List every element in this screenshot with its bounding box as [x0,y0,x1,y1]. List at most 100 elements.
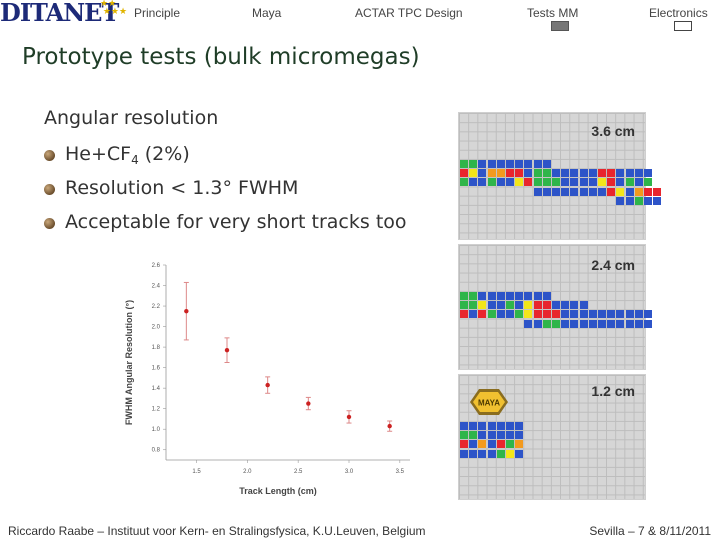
pad-cell [579,187,588,196]
pad-cell [552,169,560,178]
pad-cell [506,292,514,300]
panel-label: 3.6 cm [591,123,635,139]
pad-cell [478,169,487,178]
pad-cell [506,301,514,310]
pad-cell [506,169,514,178]
pad-cell [506,178,514,187]
track-panel-2: 2.4 cm [458,244,652,370]
footer-date: Sevilla – 7 & 8/11/2011 [589,524,711,538]
nav-item-actar-tpc-design[interactable]: ACTAR TPC Design [355,6,463,20]
pad-cell [460,292,468,300]
pad-cell [616,169,625,178]
pad-cell [469,292,478,300]
pad-cell [644,178,652,187]
y-tick-label: 2.0 [152,325,161,331]
pad-cell [487,422,496,430]
pad-cell [487,292,496,300]
pad-cell [634,310,643,319]
pad-cell [542,292,551,300]
pad-cell [579,169,588,178]
pad-cell [634,178,643,187]
pad-cell [487,160,496,168]
pad-cell [533,169,542,178]
pad-cell [533,160,542,168]
bullet-icon [44,150,55,161]
pad-cell [542,160,551,168]
pad-cell [496,440,505,449]
nav-marker-active-icon[interactable] [551,21,569,31]
pad-cell [533,292,542,300]
pad-cell [478,178,487,187]
pad-cell [570,187,579,196]
x-tick-label: 3.0 [345,469,354,475]
nav-marker-icon[interactable] [674,21,692,31]
bullet-text: Acceptable for very short tracks too [65,211,407,233]
panel-label: 1.2 cm [591,383,635,399]
pad-cell [496,292,505,300]
pad-cell [579,301,588,310]
y-tick-label: 1.4 [152,386,161,392]
pad-cell [561,310,570,319]
pad-cell [506,422,514,430]
pad-cell [515,431,524,440]
bullet-icon [44,218,55,229]
pad-cell [616,196,625,205]
pad-cell [570,301,579,310]
x-tick-label: 2.0 [243,469,252,475]
pad-cell [478,422,487,430]
data-point [387,423,392,429]
data-point [224,347,230,353]
y-tick-label: 0.8 [152,448,161,454]
logo-text: DITANET [0,0,119,27]
pad-cell [552,310,560,319]
pad-cell [506,310,514,319]
nav-item-maya[interactable]: Maya [252,6,282,20]
pad-cell [515,301,524,310]
pad-cell [570,310,579,319]
nav-item-principle[interactable]: Principle [134,6,181,20]
nav-item-electronics[interactable]: Electronics [649,6,708,20]
pad-cell [469,178,478,187]
pad-cell [552,301,560,310]
pad-cell [496,431,505,440]
pad-cell [653,196,662,205]
pad-cell [588,169,597,178]
pad-cell [506,449,514,458]
pad-cell [478,440,487,449]
y-tick-label: 2.4 [152,284,161,290]
pad-grid [459,245,652,369]
slide-title: Prototype tests (bulk micromegas) [22,44,420,70]
pad-cell [478,301,487,310]
pad-cell [496,310,505,319]
pad-cell [616,187,625,196]
pad-cell [478,160,487,168]
pad-cell [644,196,652,205]
pad-cell [515,178,524,187]
pad-cell [515,449,524,458]
section-heading: Angular resolution [44,107,219,129]
pad-cell [460,449,468,458]
maya-badge-label: MAYA [478,399,500,408]
pad-cell [625,196,634,205]
angular-resolution-plot: 0.8 1.0 1.2 1.4 1.6 1.8 2.0 2.2 2.4 2.6 1.5 2.0 2.5 3… [118,255,418,500]
pad-cell [542,301,551,310]
pad-cell [533,187,542,196]
pad-cell [524,160,533,168]
pad-cell [625,310,634,319]
pad-cell [588,310,597,319]
pad-cell [460,422,468,430]
pad-cell [487,169,496,178]
pad-cell [515,292,524,300]
y-tick-label: 2.6 [152,263,161,269]
pad-cell [598,178,606,187]
nav-item-tests-mm[interactable]: Tests MM [527,6,579,20]
bullet-text: Resolution < 1.3° FWHM [65,177,299,199]
pad-cell [598,169,606,178]
pad-cell [607,310,616,319]
pad-cell [469,431,478,440]
top-navigation: DITANET ★★ ★★★ Principle Maya ACTAR TPC … [0,0,720,34]
pad-cell [644,169,652,178]
y-axis-label: FWHM Angular Resolution (°) [124,300,134,425]
pad-cell [506,440,514,449]
pad-cell [598,319,606,328]
